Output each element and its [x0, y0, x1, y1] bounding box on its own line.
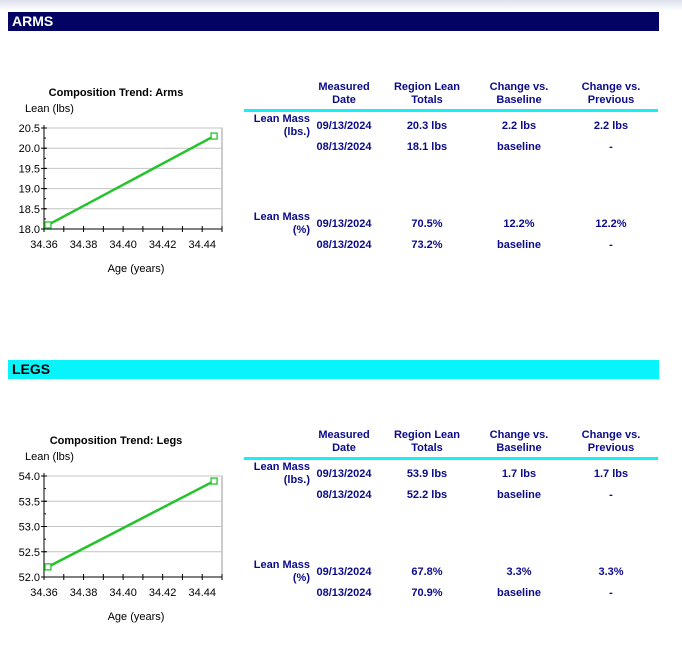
cell-vs-previous: 1.7 lbs: [593, 468, 629, 480]
cell-total: 52.2 lbs: [406, 489, 448, 501]
cell-total: 67.8%: [411, 566, 443, 578]
cell-vs-previous: 3.3%: [598, 566, 624, 578]
cell-vs-baseline: baseline: [496, 141, 542, 153]
cell-total: 70.9%: [411, 587, 443, 599]
y-axis-label: Lean (lbs): [25, 103, 74, 115]
y-tick-label: 53.0: [19, 522, 40, 534]
cell-vs-previous: 2.2 lbs: [593, 120, 629, 132]
y-tick-label: 52.0: [19, 572, 40, 584]
chart-title: Composition Trend: Legs: [50, 435, 183, 447]
x-axis-label: Age (years): [108, 263, 165, 275]
cell-date: 09/13/2024: [316, 120, 372, 132]
x-tick-label: 34.40: [109, 239, 137, 251]
y-tick-label: 20.0: [19, 143, 40, 155]
x-tick-label: 34.40: [109, 587, 137, 599]
cell-vs-baseline: baseline: [496, 489, 542, 501]
y-tick-label: 19.5: [19, 163, 40, 175]
y-tick-label: 18.5: [19, 204, 40, 216]
cell-vs-previous: -: [609, 587, 613, 599]
cell-date: 09/13/2024: [316, 566, 372, 578]
cell-vs-baseline: 3.3%: [506, 566, 532, 578]
cell-total: 18.1 lbs: [406, 141, 448, 153]
cell-vs-previous: -: [609, 141, 613, 153]
header-rule: [244, 457, 658, 460]
cell-date: 08/13/2024: [316, 239, 372, 251]
trend-line: [47, 479, 215, 569]
x-tick-label: 34.36: [30, 239, 58, 251]
arms-section: ARMS Composition Trend: Arms Lean (lbs) 18…: [0, 0, 682, 310]
col-header-measured-date: Measured Date: [318, 81, 370, 106]
data-point: [44, 563, 52, 571]
x-tick-label: 34.44: [188, 587, 216, 599]
legs-section: LEGS Composition Trend: Legs Lean (lbs) 52…: [0, 348, 682, 658]
data-point: [210, 132, 218, 140]
cell-date: 08/13/2024: [316, 587, 372, 599]
row-label-lean-mass-pct: Lean Mass (%): [253, 211, 310, 236]
cell-date: 09/13/2024: [316, 218, 372, 230]
cell-vs-baseline: 2.2 lbs: [501, 120, 537, 132]
col-header-change-vs-baseline: Change vs. Baseline: [489, 81, 549, 106]
x-tick-label: 34.42: [149, 239, 177, 251]
x-tick-label: 34.42: [149, 587, 177, 599]
cell-vs-previous: -: [609, 239, 613, 251]
top-gradient: [0, 0, 682, 11]
cell-vs-baseline: 1.7 lbs: [501, 468, 537, 480]
y-tick-label: 54.0: [19, 471, 40, 483]
col-header-change-vs-baseline: Change vs. Baseline: [489, 429, 549, 454]
header-rule: [244, 109, 658, 112]
col-header-change-vs-previous: Change vs. Previous: [581, 81, 641, 106]
row-label-lean-mass-lbs: Lean Mass (lbs.): [253, 461, 310, 486]
data-point: [44, 221, 52, 229]
cell-vs-baseline: baseline: [496, 239, 542, 251]
y-axis-label: Lean (lbs): [25, 451, 74, 463]
cell-date: 08/13/2024: [316, 489, 372, 501]
arms-trend-chart: Composition Trend: Arms Lean (lbs) 18.0 18.…: [19, 87, 223, 275]
section-header-arms: ARMS: [8, 12, 659, 31]
x-tick-label: 34.44: [188, 239, 216, 251]
y-tick-label: 20.5: [19, 123, 40, 135]
x-tick-label: 34.38: [70, 239, 98, 251]
trend-line: [47, 134, 215, 227]
chart-title: Composition Trend: Arms: [49, 87, 184, 99]
y-tick-label: 52.5: [19, 547, 40, 559]
cell-date: 09/13/2024: [316, 468, 372, 480]
legs-trend-chart: Composition Trend: Legs Lean (lbs) 52.0 52.…: [19, 435, 223, 623]
col-header-region-lean-totals: Region Lean Totals: [393, 81, 460, 106]
col-header-measured-date: Measured Date: [318, 429, 370, 454]
cell-total: 53.9 lbs: [406, 468, 448, 480]
x-tick-label: 34.36: [30, 587, 58, 599]
y-tick-label: 53.5: [19, 496, 40, 508]
cell-date: 08/13/2024: [316, 141, 372, 153]
section-header-legs: LEGS: [8, 360, 659, 379]
row-label-lean-mass-pct: Lean Mass (%): [253, 559, 310, 584]
col-header-change-vs-previous: Change vs. Previous: [581, 429, 641, 454]
cell-total: 73.2%: [411, 239, 443, 251]
row-label-lean-mass-lbs: Lean Mass (lbs.): [253, 113, 310, 138]
cell-vs-previous: -: [609, 489, 613, 501]
cell-total: 70.5%: [411, 218, 443, 230]
y-tick-label: 19.0: [19, 184, 40, 196]
cell-vs-baseline: baseline: [496, 587, 542, 599]
data-point: [210, 477, 218, 485]
cell-vs-previous: 12.2%: [595, 218, 627, 230]
y-tick-label: 18.0: [19, 224, 40, 236]
cell-total: 20.3 lbs: [406, 120, 448, 132]
x-axis-label: Age (years): [108, 611, 165, 623]
x-tick-label: 34.38: [70, 587, 98, 599]
cell-vs-baseline: 12.2%: [503, 218, 535, 230]
col-header-region-lean-totals: Region Lean Totals: [393, 429, 460, 454]
